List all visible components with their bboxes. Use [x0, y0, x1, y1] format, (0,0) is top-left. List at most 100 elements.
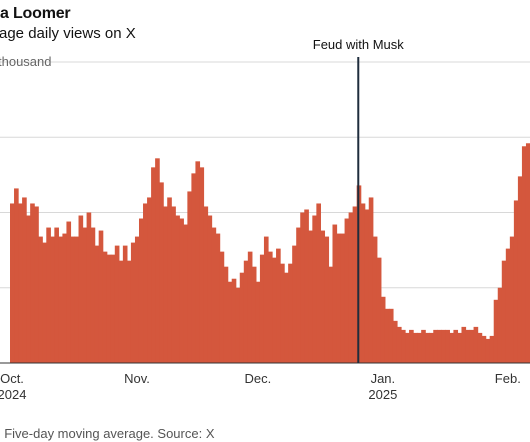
bar-6: [34, 206, 39, 363]
bar-50: [211, 227, 217, 363]
bar-27: [118, 260, 124, 363]
bar-29: [126, 260, 132, 363]
source-note: : Five-day moving average. Source: X: [0, 426, 215, 441]
bar-70: [292, 245, 297, 363]
bar-75: [312, 215, 317, 363]
bar-110: [453, 329, 459, 363]
bar-100: [413, 332, 418, 363]
bar-109: [449, 332, 455, 363]
bar-33: [143, 203, 148, 363]
x-tick-label-3: Jan.: [371, 371, 396, 386]
bar-38: [163, 206, 168, 363]
bar-78: [324, 236, 330, 363]
bar-114: [469, 329, 475, 363]
bar-42: [179, 218, 184, 363]
bar-20: [90, 227, 96, 363]
bar-40: [171, 206, 176, 363]
bar-4: [26, 215, 31, 363]
bar-10: [50, 236, 55, 363]
bar-7: [38, 236, 43, 363]
bar-5: [30, 203, 35, 363]
bar-35: [151, 167, 156, 363]
bar-73: [304, 209, 309, 363]
bar-21: [94, 245, 100, 363]
bar-51: [215, 233, 221, 363]
bar-127: [521, 146, 527, 363]
bar-81: [336, 233, 342, 363]
bar-30: [130, 242, 136, 363]
bar-64: [267, 251, 273, 363]
bar-93: [384, 308, 390, 363]
bar-85: [352, 206, 358, 363]
bar-92: [380, 296, 386, 363]
bar-17: [78, 215, 84, 363]
bar-49: [207, 215, 213, 363]
bar-84: [348, 212, 354, 363]
x-tick-label-4: Feb.: [495, 371, 521, 386]
bar-59: [247, 251, 253, 363]
bar-117: [481, 335, 487, 363]
bar-76: [316, 203, 321, 363]
bar-79: [328, 266, 334, 363]
bar-1: [14, 188, 19, 363]
bar-111: [457, 332, 463, 363]
bar-2: [18, 203, 23, 363]
bar-97: [401, 329, 406, 363]
bar-37: [159, 182, 164, 363]
bar-65: [272, 257, 277, 363]
bar-44: [187, 191, 192, 363]
bar-41: [175, 215, 180, 363]
bar-9: [46, 227, 51, 363]
bar-87: [360, 203, 366, 363]
bar-113: [465, 329, 471, 363]
bar-43: [183, 224, 188, 363]
bar-116: [477, 332, 483, 363]
bar-8: [42, 242, 47, 363]
bar-66: [276, 248, 281, 363]
bar-0: [10, 203, 15, 363]
bar-128: [525, 143, 530, 363]
bar-125: [513, 200, 519, 363]
x-tick-label-2: Dec.: [245, 371, 272, 386]
bar-122: [501, 260, 507, 363]
bar-108: [445, 329, 450, 363]
bar-46: [195, 161, 201, 363]
bar-67: [280, 263, 285, 363]
bar-14: [66, 221, 72, 363]
bar-104: [429, 332, 434, 363]
bar-63: [263, 236, 269, 363]
bar-91: [376, 257, 382, 363]
bar-3: [22, 197, 27, 363]
bar-28: [122, 245, 128, 363]
bar-11: [54, 227, 59, 363]
bar-58: [243, 260, 249, 363]
bar-112: [461, 326, 467, 363]
bar-56: [235, 287, 241, 363]
bar-95: [392, 320, 398, 363]
bar-124: [509, 236, 515, 363]
bar-72: [300, 212, 305, 363]
bar-57: [239, 272, 245, 363]
bar-102: [421, 329, 426, 363]
bar-69: [288, 263, 293, 363]
bar-24: [106, 254, 112, 363]
bar-118: [485, 338, 491, 363]
bar-120: [493, 299, 499, 363]
bar-74: [308, 230, 313, 363]
chart-title: ra Loomer: [0, 5, 71, 22]
bar-22: [98, 230, 104, 363]
x-tick-label-1: Nov.: [124, 371, 150, 386]
bar-48: [203, 206, 209, 363]
bar-47: [199, 167, 205, 363]
bar-45: [191, 173, 197, 363]
bar-101: [417, 332, 422, 363]
bar-19: [86, 212, 92, 363]
bar-94: [388, 308, 394, 363]
bar-39: [167, 197, 172, 363]
bar-60: [251, 266, 257, 363]
bar-53: [223, 266, 229, 363]
bar-68: [284, 272, 289, 363]
bar-52: [219, 251, 225, 363]
bar-15: [70, 236, 76, 363]
